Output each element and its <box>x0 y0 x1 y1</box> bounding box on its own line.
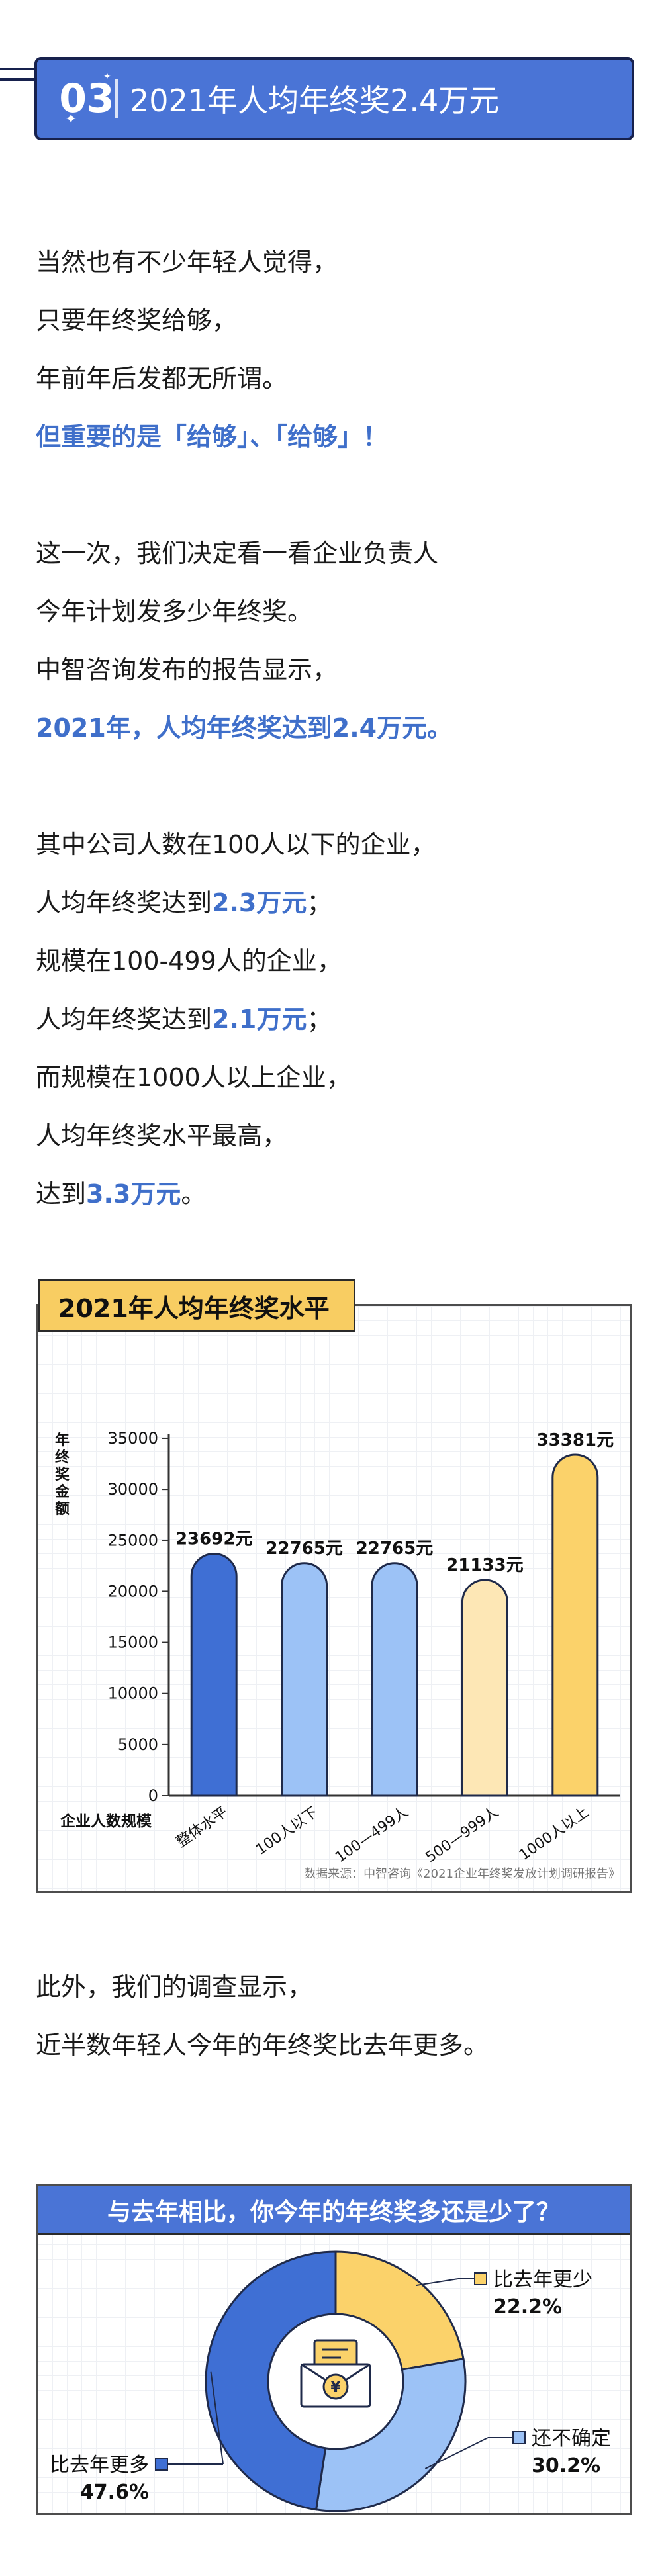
emphasis-line: 2021年，人均年终奖达到2.4万元。 <box>36 713 453 743</box>
y-tick-label: 25000 <box>108 1531 158 1549</box>
callout-line <box>424 2437 489 2469</box>
text-line: 人均年终奖达到2.1万元； <box>36 990 436 1048</box>
emphasis-line: 但重要的是「给够」、「给够」！ <box>36 422 389 451</box>
pie-chart-card: 与去年相比，你今年的年终奖多还是少了？ ¥ 比去年更少 22.2% 还不确定 30.2%… <box>36 2184 632 2515</box>
text-line: 今年计划发多少年终奖。 <box>36 597 313 626</box>
text-segment: 。 <box>181 1179 207 1209</box>
x-tick-label: 100—499人 <box>332 1804 411 1866</box>
highlight-value: 3.3万元 <box>86 1179 181 1209</box>
section-title: 2021年人均年终奖2.4万元 <box>130 83 500 118</box>
bar-value-label: 33381元 <box>537 1430 614 1450</box>
slice-value-label: 22.2% <box>493 2295 562 2319</box>
highlight-value: 2.3万元 <box>212 888 307 917</box>
red-envelope-icon: ¥ <box>300 2339 371 2408</box>
pie-chart-title: 与去年相比，你今年的年终奖多还是少了？ <box>38 2186 630 2235</box>
text-line: 规模在100-499人的企业， <box>36 946 342 976</box>
text-segment: 人均年终奖达到 <box>36 888 213 917</box>
text-line: 人均年终奖达到2.3万元； <box>36 874 436 932</box>
text-line: 近半数年轻人今年的年终奖比去年更多。 <box>36 2031 489 2060</box>
y-tick-label: 35000 <box>108 1429 158 1448</box>
section-header <box>34 57 634 140</box>
legend-swatch <box>474 2272 487 2285</box>
text-segment: 人均年终奖达到 <box>36 1005 213 1034</box>
y-tick-label: 5000 <box>118 1735 158 1754</box>
y-tick-label: 15000 <box>108 1633 158 1652</box>
bar <box>461 1579 508 1797</box>
bar-value-label: 23692元 <box>175 1529 252 1549</box>
donut-slice <box>314 2357 467 2512</box>
y-tick-label: 10000 <box>108 1684 158 1703</box>
slice-category-label: 比去年更多 <box>50 2454 149 2477</box>
section-number-divider <box>115 79 118 118</box>
y-tick-label: 20000 <box>108 1582 158 1600</box>
callout-line <box>416 2278 459 2287</box>
text-line: 此外，我们的调查显示， <box>36 1972 313 2001</box>
text-line: 当然也有不少年轻人觉得， <box>36 248 338 277</box>
highlight-value: 2.1万元 <box>212 1005 307 1034</box>
text-line: 中智咨询发布的报告显示， <box>36 655 338 684</box>
legend-swatch <box>155 2458 168 2471</box>
paragraph-1: 当然也有不少年轻人觉得， 只要年终奖给够， 年前年后发都无所谓。 但重要的是「给… <box>36 233 388 466</box>
bar <box>190 1552 238 1797</box>
slice-value-label: 30.2% <box>532 2454 600 2477</box>
paragraph-3: 其中公司人数在100人以下的企业， 人均年终奖达到2.3万元； 规模在100-4… <box>36 815 436 1223</box>
x-tick-label: 100人以下 <box>253 1804 321 1858</box>
donut-slice <box>334 2250 465 2371</box>
sparkle-icon: ✦ <box>65 111 77 128</box>
bar-chart-title: 2021年人均年终奖水平 <box>38 1279 355 1332</box>
x-tick-label: 整体水平 <box>173 1804 230 1851</box>
text-line: 达到3.3万元。 <box>36 1165 436 1223</box>
slice-category-label: 还不确定 <box>532 2427 611 2450</box>
text-line: 年前年后发都无所谓。 <box>36 364 288 393</box>
x-tick-label: 1000人以上 <box>516 1804 592 1863</box>
text-line: 只要年终奖给够， <box>36 306 238 335</box>
slice-value-label: 47.6% <box>80 2481 149 2504</box>
yuan-icon: ¥ <box>330 2379 341 2396</box>
data-source-note: 数据来源：中智咨询《2021企业年终奖发放计划调研报告》 <box>304 1867 620 1881</box>
text-line: 其中公司人数在100人以下的企业， <box>36 830 436 859</box>
paragraph-4: 此外，我们的调查显示， 近半数年轻人今年的年终奖比去年更多。 <box>36 1958 489 2074</box>
y-tick-label: 0 <box>148 1786 158 1805</box>
x-axis-label: 企业人数规模 <box>60 1812 152 1830</box>
text-line: 而规模在1000人以上企业， <box>36 1063 352 1092</box>
paragraph-2: 这一次，我们决定看一看企业负责人 今年计划发多少年终奖。 中智咨询发布的报告显示… <box>36 524 452 757</box>
donut-slice <box>205 2250 337 2511</box>
sparkle-icon: ✦ <box>103 71 111 82</box>
text-segment: 达到 <box>36 1179 87 1209</box>
section-number: 03 <box>59 75 115 122</box>
text-segment: ； <box>307 1005 332 1034</box>
y-tick-label: 30000 <box>108 1480 158 1498</box>
coin <box>322 2373 349 2400</box>
bar-value-label: 21133元 <box>446 1555 523 1575</box>
y-axis-label: 年终奖金额 <box>54 1432 70 1518</box>
bar <box>371 1562 418 1797</box>
donut-chart: ¥ 比去年更少 22.2% 还不确定 30.2% 比去年更多 47.6% <box>50 2250 611 2512</box>
bar-chart: 年终奖金额 0 5000 10000 15000 20000 25000 30000 35000… <box>54 1429 620 1866</box>
bar-value-label: 22765元 <box>356 1539 433 1559</box>
bar <box>551 1453 599 1797</box>
x-tick-label: 500—999人 <box>423 1804 502 1866</box>
bar-value-label: 22765元 <box>265 1539 342 1559</box>
text-segment: ； <box>307 888 332 917</box>
bar <box>281 1562 328 1797</box>
text-line: 人均年终奖水平最高， <box>36 1121 288 1150</box>
text-line: 这一次，我们决定看一看企业负责人 <box>36 539 439 568</box>
legend-swatch <box>512 2431 526 2444</box>
slice-category-label: 比去年更少 <box>493 2268 592 2291</box>
callout-line <box>210 2371 224 2465</box>
bar-chart-card: 2021年人均年终奖水平 年终奖金额 0 5000 10000 15000 20000 25… <box>36 1279 632 1893</box>
